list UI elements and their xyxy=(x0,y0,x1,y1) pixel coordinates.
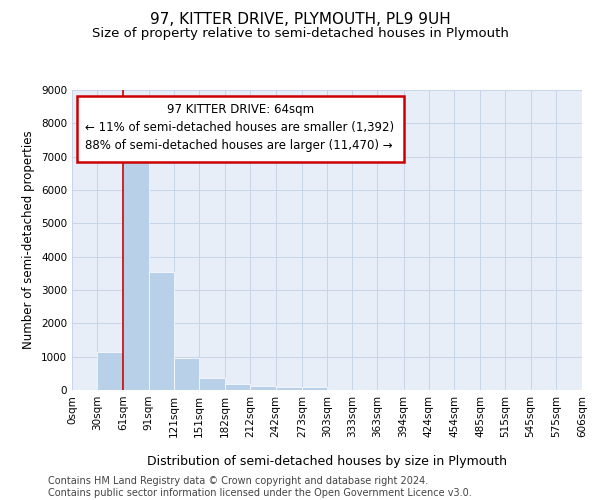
Bar xyxy=(97,352,124,390)
Bar xyxy=(149,272,174,390)
Text: ← 11% of semi-detached houses are smaller (1,392): ← 11% of semi-detached houses are smalle… xyxy=(85,122,394,134)
Bar xyxy=(302,386,327,390)
Bar xyxy=(250,386,275,390)
Text: Contains HM Land Registry data © Crown copyright and database right 2024.
Contai: Contains HM Land Registry data © Crown c… xyxy=(48,476,472,498)
Text: Distribution of semi-detached houses by size in Plymouth: Distribution of semi-detached houses by … xyxy=(147,454,507,468)
Text: 97, KITTER DRIVE, PLYMOUTH, PL9 9UH: 97, KITTER DRIVE, PLYMOUTH, PL9 9UH xyxy=(149,12,451,28)
FancyBboxPatch shape xyxy=(77,96,404,162)
Bar xyxy=(174,358,199,390)
Text: 88% of semi-detached houses are larger (11,470) →: 88% of semi-detached houses are larger (… xyxy=(85,140,392,152)
Bar xyxy=(275,386,302,390)
Text: 97 KITTER DRIVE: 64sqm: 97 KITTER DRIVE: 64sqm xyxy=(167,104,314,117)
Y-axis label: Number of semi-detached properties: Number of semi-detached properties xyxy=(22,130,35,350)
Bar xyxy=(124,160,149,390)
Bar xyxy=(199,378,225,390)
Bar xyxy=(225,384,250,390)
Text: Size of property relative to semi-detached houses in Plymouth: Size of property relative to semi-detach… xyxy=(92,28,508,40)
